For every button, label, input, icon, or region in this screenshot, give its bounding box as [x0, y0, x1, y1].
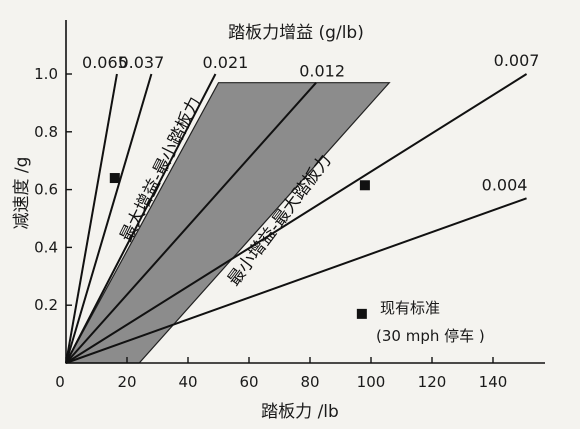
gain-line-1 [65, 73, 153, 364]
gain-line-label: 0.021 [203, 53, 249, 72]
gain-line-5 [65, 197, 527, 364]
y-tick-label: 0.2 [34, 296, 58, 314]
gain-line-0 [65, 73, 118, 364]
x-tick-label: 20 [117, 373, 136, 391]
x-tick-label: 40 [178, 373, 197, 391]
data-point-0 [109, 173, 120, 184]
gain-line-3 [65, 82, 317, 364]
gain-line-label: 0.004 [482, 175, 528, 194]
y-tick-label: 0.4 [34, 238, 58, 256]
gain-line-label: 0.065 [82, 53, 128, 72]
shaded-band [64, 82, 391, 364]
axes-layer: 0 20 40 60 80 100 120 140 0.2 0.4 0.6 0.8 1.0 [34, 20, 545, 391]
chart-title: 踏板力增益 (g/lb) [228, 23, 364, 43]
x-axis-label: 踏板力 /lb [261, 402, 339, 422]
y-tick-label: 0.6 [34, 181, 58, 199]
y-tick-label: 1.0 [34, 65, 58, 83]
x-tick-label: 0 [55, 373, 65, 391]
data-point-1 [359, 180, 370, 191]
x-tick-label: 120 [418, 373, 447, 391]
gain-line-label: 0.012 [299, 62, 345, 81]
y-tick-label: 0.8 [34, 123, 58, 141]
data-point-2 [356, 308, 367, 319]
gain-line-label: 0.037 [118, 53, 164, 72]
points-layer [109, 173, 370, 319]
x-tick-label: 100 [357, 373, 386, 391]
gain-line-4 [65, 73, 528, 364]
x-tick-label: 140 [479, 373, 508, 391]
shade-layer [64, 82, 391, 364]
annotation-stop: (30 mph 停车 ) [376, 327, 485, 345]
gain-line-label: 0.007 [494, 51, 540, 70]
annotation-standard: 现有标准 [380, 299, 440, 317]
y-axis-label: 减速度 /g [12, 157, 32, 230]
x-tick-label: 80 [300, 373, 319, 391]
x-tick-label: 60 [239, 373, 258, 391]
gain-line-2 [65, 73, 217, 364]
